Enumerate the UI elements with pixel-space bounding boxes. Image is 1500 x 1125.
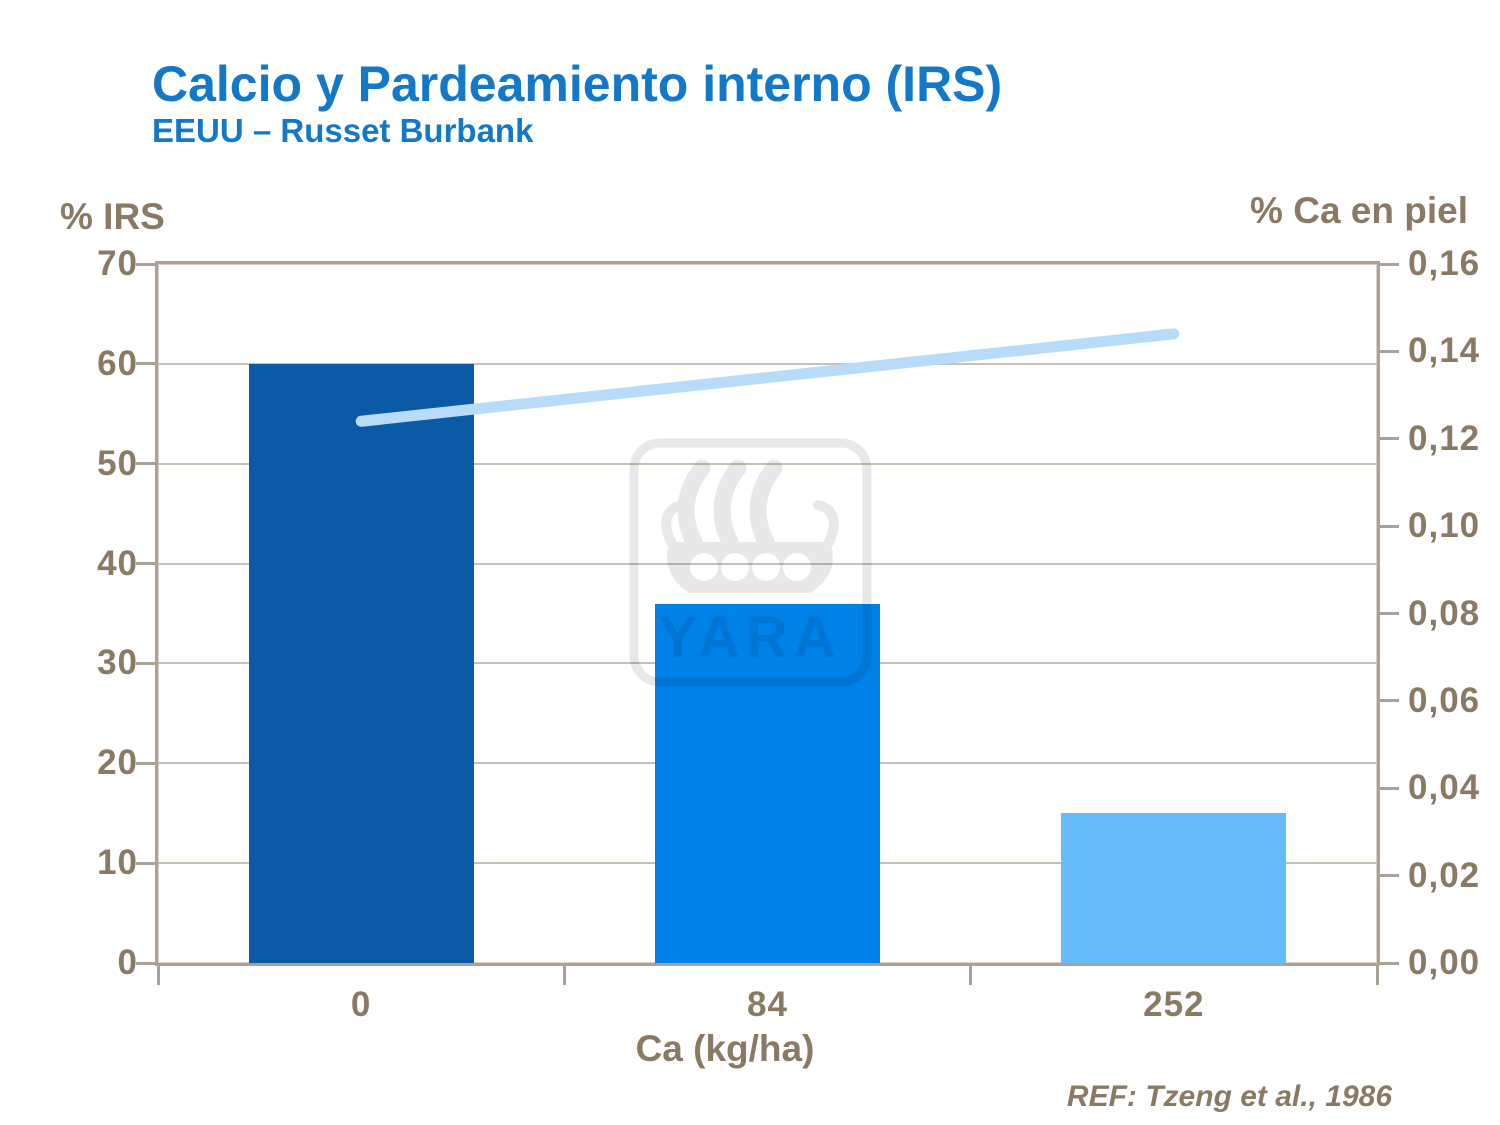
y-right-tick-label: 0,04 <box>1408 768 1481 808</box>
y-left-tick-label: 70 <box>97 244 138 283</box>
y-left-tick-label: 0 <box>117 943 138 982</box>
right-axis-title: % Ca en piel <box>1250 190 1468 231</box>
reference-text: REF: Tzeng et al., 1986 <box>1066 1080 1392 1113</box>
watermark-wordmark: YARA <box>658 605 841 670</box>
gridline <box>158 362 1377 365</box>
chart-subtitle: EEUU – Russet Burbank <box>152 112 534 149</box>
y-right-tick-mark <box>1377 524 1399 528</box>
y-right-tick-label: 0,02 <box>1408 855 1481 895</box>
y-right-tick-mark <box>1377 699 1399 703</box>
y-right-tick-mark <box>1377 262 1399 266</box>
y-right-tick-mark <box>1377 437 1399 441</box>
y-right-tick-label: 0,12 <box>1408 418 1481 458</box>
ca-en-piel-line <box>355 328 1180 427</box>
plot-area: YARA <box>155 261 1380 966</box>
y-left-tick-mark <box>136 262 158 266</box>
bar-ca-0 <box>248 363 474 963</box>
y-left-tick-mark <box>136 661 158 665</box>
y-right-tick-label: 0,06 <box>1408 680 1481 720</box>
y-right-tick-mark <box>1377 961 1399 965</box>
x-tick-label: 84 <box>747 985 788 1024</box>
y-left-tick-label: 10 <box>97 843 138 883</box>
y-left-tick-mark <box>136 462 158 466</box>
y-right-tick-label: 0,16 <box>1408 244 1481 283</box>
y-left-tick-label: 40 <box>97 543 138 583</box>
viking-sails-icon <box>677 459 783 551</box>
y-left-tick-label: 60 <box>97 343 138 383</box>
x-tick-label: 252 <box>1143 985 1205 1024</box>
x-tick-label: 0 <box>350 985 372 1024</box>
bar-ca-252 <box>1061 813 1287 963</box>
gridline <box>158 462 1377 465</box>
y-left-tick-mark <box>136 562 158 566</box>
x-tick-mark <box>1375 963 1379 985</box>
y-left-tick-mark <box>136 861 158 865</box>
y-right-tick-mark <box>1377 612 1399 615</box>
bar-ca-84 <box>655 603 880 963</box>
y-right-tick-label: 0,14 <box>1408 331 1481 371</box>
y-right-tick-mark <box>1377 349 1399 353</box>
y-right-tick-label: 0,08 <box>1408 593 1481 633</box>
viking-hull-icon <box>667 542 833 593</box>
y-left-tick-mark <box>136 761 158 765</box>
y-right-tick-label: 0,10 <box>1408 506 1481 546</box>
viking-horns-icon <box>661 500 839 549</box>
watermark-frame <box>629 438 872 687</box>
yara-logo-watermark: YARA <box>629 438 872 687</box>
gridline <box>158 562 1377 565</box>
y-left-tick-mark <box>136 362 158 366</box>
y-right-tick-label: 0,00 <box>1408 943 1481 982</box>
x-tick-mark <box>562 963 566 985</box>
y-left-tick-mark <box>136 961 158 965</box>
line-series <box>355 328 1180 427</box>
y-left-tick-label: 30 <box>97 643 138 683</box>
x-tick-mark <box>156 963 160 985</box>
x-axis-title: Ca (kg/ha) <box>635 1028 815 1069</box>
x-tick-mark <box>969 963 973 985</box>
chart-title: Calcio y Pardeamiento interno (IRS) <box>152 56 1003 112</box>
y-left-tick-label: 50 <box>97 443 138 483</box>
y-right-tick-mark <box>1377 786 1399 790</box>
y-left-tick-label: 20 <box>97 743 138 783</box>
y-right-tick-mark <box>1377 874 1399 878</box>
left-axis-title: % IRS <box>60 196 165 237</box>
